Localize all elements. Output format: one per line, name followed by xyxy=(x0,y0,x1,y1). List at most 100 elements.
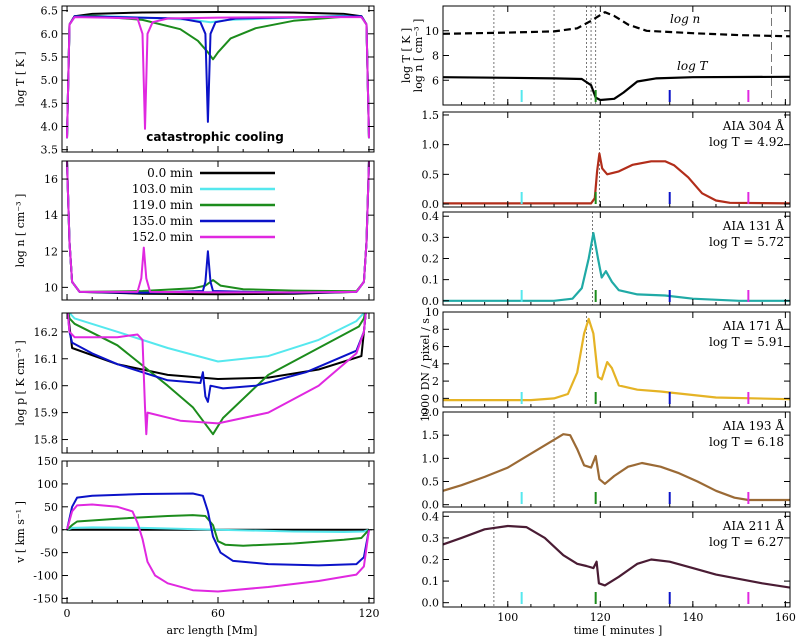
legend: 0.0 min 103.0 min 119.0 min 135.0 min 15… xyxy=(132,166,275,244)
log-T-label: log T xyxy=(677,59,709,73)
ytick-label: 1.0 xyxy=(422,139,440,152)
ytick-label: 0.2 xyxy=(422,253,440,266)
aia-title: AIA 131 Å xyxy=(722,218,785,233)
ytick-label: 6.0 xyxy=(41,28,59,41)
aia-subtitle: log T = 6.27 xyxy=(709,535,784,549)
xtick-label: 100 xyxy=(497,611,518,624)
series-group xyxy=(66,492,370,593)
series-log-t xyxy=(443,75,790,102)
legend-label-0: 0.0 min xyxy=(147,166,193,180)
ytick-label: 1.5 xyxy=(422,109,440,122)
right-xlabel: time [ minutes ] xyxy=(574,624,663,637)
series-152-0-min xyxy=(66,503,370,593)
ytick-label: 10 xyxy=(425,25,439,38)
series-aia-193 xyxy=(443,433,790,502)
aia-subtitle: log T = 6.18 xyxy=(709,435,784,449)
ytick-label: 0.5 xyxy=(422,476,440,489)
aia-title: AIA 171 Å xyxy=(722,318,785,333)
ytick-label: 3.5 xyxy=(41,144,59,157)
series-119-0-min xyxy=(67,313,366,436)
legend-label-135: 135.0 min xyxy=(132,214,193,228)
series-group xyxy=(443,11,790,102)
aia-title: AIA 304 Å xyxy=(722,118,785,133)
series-aia-211 xyxy=(443,524,790,589)
xtick-label: 120 xyxy=(358,607,379,620)
ytick-label: 0 xyxy=(432,392,439,405)
ytick-label: 0.1 xyxy=(422,274,440,287)
panel-R4: 0 2 4 6 8 10 AIA 171 Å log T = 5.91 xyxy=(425,306,791,408)
ytick-label: 16.0 xyxy=(34,380,59,393)
series-103-0-min xyxy=(68,313,365,363)
panel-R6: 0.0 0.1 0.2 0.3 0.4 100 120 140 160 AIA 211 Å log … xyxy=(422,510,796,624)
xtick-label: 120 xyxy=(590,611,611,624)
xtick-label: 60 xyxy=(211,607,225,620)
ytick-label: 5.0 xyxy=(41,74,59,87)
ylabel: log T [ K ] xyxy=(14,51,27,106)
panel-R5: 0.0 0.5 1.0 1.5 2.0 AIA 193 Å log T = 6.18 xyxy=(422,406,791,512)
ytick-label: 0.0 xyxy=(422,198,440,211)
series-119-0-min xyxy=(66,14,370,139)
xtick-label: 160 xyxy=(775,611,796,624)
ytick-label: 5.5 xyxy=(41,51,59,64)
legend-label-103: 103.0 min xyxy=(132,182,193,196)
xtick-label: 140 xyxy=(682,611,703,624)
series-103-0-min xyxy=(66,526,370,533)
series-0-0-min xyxy=(66,11,370,139)
ytick-label: 6 xyxy=(432,74,439,87)
ytick-label: -150 xyxy=(33,592,58,605)
ytick-label: 4.5 xyxy=(41,97,59,110)
frame xyxy=(442,111,791,208)
ytick-label: 4 xyxy=(432,358,439,371)
series-135-0-min xyxy=(66,15,370,139)
ylabel: v [ km s⁻¹ ] xyxy=(14,501,27,564)
catastrophic-cooling-annotation: catastrophic cooling xyxy=(146,130,284,144)
legend-label-152: 152.0 min xyxy=(132,230,193,244)
ytick-label: 0.5 xyxy=(422,168,440,181)
panel-L2: 10 12 14 16 log n [ cm⁻³ ] xyxy=(14,160,375,301)
ytick-label: 150 xyxy=(37,455,58,468)
series-group xyxy=(66,161,370,296)
aia-subtitle: log T = 5.91 xyxy=(709,335,784,349)
series-aia-304 xyxy=(443,152,790,205)
series-group xyxy=(443,524,790,589)
ytick-label: 100 xyxy=(37,478,58,491)
series-group xyxy=(443,152,790,205)
series-aia-171 xyxy=(443,317,790,402)
ytick-label: 1.0 xyxy=(422,452,440,465)
ytick-label: 50 xyxy=(44,501,58,514)
series-group xyxy=(66,313,367,436)
series-group xyxy=(443,433,790,502)
ytick-label: 0.0 xyxy=(422,597,440,610)
series-103-0-min xyxy=(66,161,370,294)
ytick-label: 16.2 xyxy=(34,326,59,339)
ytick-label: 10 xyxy=(44,281,58,294)
ytick-label: 2 xyxy=(432,375,439,388)
panel-L4: 150 100 50 0 -50 -100 -150 0 60 120 v [ km s⁻¹ ] xyxy=(14,455,379,620)
ytick-label: 0.3 xyxy=(422,532,440,545)
ytick-label: 8 xyxy=(432,323,439,336)
aia-subtitle: log T = 4.92 xyxy=(709,135,784,149)
ytick-label: 0 xyxy=(51,524,58,537)
series-103-0-min xyxy=(66,14,370,139)
frame xyxy=(442,5,791,106)
series-119-0-min xyxy=(66,161,370,293)
series-152-0-min xyxy=(66,161,370,294)
ytick-label: 10 xyxy=(425,306,439,319)
ytick-label: 6.5 xyxy=(41,5,59,18)
legend-label-119: 119.0 min xyxy=(132,198,193,212)
series-group xyxy=(66,11,370,139)
ytick-label: 1.5 xyxy=(422,429,440,442)
series-group xyxy=(443,232,790,302)
frame xyxy=(442,311,791,408)
ytick-label: 15.8 xyxy=(34,434,59,447)
ytick-label: -100 xyxy=(33,570,58,583)
aia-subtitle: log T = 5.72 xyxy=(709,235,784,249)
panel-R1: 6 8 10 log T [ K ] log n [ cm⁻³ ] xyxy=(400,5,791,106)
series-119-0-min xyxy=(66,514,370,547)
series-0-0-min xyxy=(66,161,370,296)
ytick-label: 2.0 xyxy=(422,406,440,419)
ytick-label: 0.0 xyxy=(422,499,440,512)
panel-L3: 15.8 15.9 16.0 16.1 16.2 log p [ K cm⁻³ ] xyxy=(14,312,375,454)
ytick-label: 0.1 xyxy=(422,575,440,588)
